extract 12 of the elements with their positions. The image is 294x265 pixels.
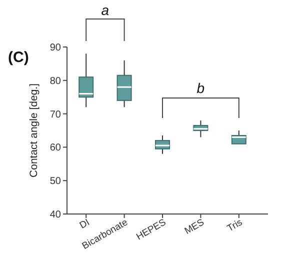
y-tick-label: 80 [50,76,62,87]
y-tick-label: 40 [50,210,62,220]
x-tick-label: Tris [225,216,245,234]
y-tick-label: 70 [50,109,62,120]
x-tick-label: MES [182,217,206,237]
y-axis-title: Contact angle [deg.] [28,83,40,178]
annotation: b [196,80,205,96]
y-tick-label: 90 [50,42,62,54]
y-tick-label: 50 [50,176,62,188]
text: a [101,2,110,18]
y-tick-label: 60 [50,142,62,154]
text: (C) [8,49,29,66]
